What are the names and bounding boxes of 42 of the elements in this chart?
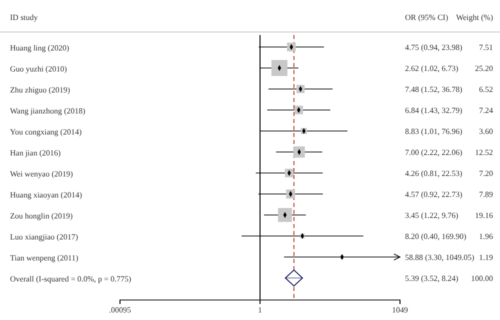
y-tick-label: Huang ling (2020): [10, 44, 70, 52]
text: 6.84 (1.43, 32.79): [405, 106, 463, 115]
text: 7.00 (2.22, 22.06): [405, 148, 463, 157]
text: 7.48 (1.52, 36.78): [405, 85, 463, 94]
x-tick-label: 1049: [392, 306, 408, 315]
text: Weight (%): [456, 13, 494, 22]
text: 7.24: [479, 106, 493, 115]
y-tick-label: Guo yuzhi (2010): [10, 64, 68, 74]
text: 2.62 (1.02, 6.73): [405, 64, 459, 73]
text: OR (95% CI): [405, 13, 448, 22]
y-tick-label: Tian wenpeng (2011): [10, 254, 79, 262]
y-tick-label: You congxiang (2014): [10, 128, 82, 136]
text: 4.75 (0.94, 23.98): [405, 43, 463, 52]
text: 100.00: [471, 274, 493, 283]
text: 5.39 (3.52, 8.24): [405, 274, 459, 283]
text: 8.20 (0.40, 169.90): [405, 232, 467, 241]
y-tick-label: Huang xiaoyan (2014): [10, 190, 82, 200]
text: 25.20: [475, 64, 493, 73]
text: 4.57 (0.92, 22.73): [405, 190, 463, 199]
x-tick-label: .00095: [109, 306, 131, 315]
y-tick-label: Han jian (2016): [10, 148, 61, 158]
text: 7.51: [479, 43, 493, 52]
text: 3.45 (1.22, 9.76): [405, 211, 459, 220]
text: 7.20: [479, 169, 493, 178]
text: 1.96: [479, 232, 493, 241]
text: 7.89: [479, 190, 493, 199]
text: 58.88 (3.30, 1049.05): [405, 253, 475, 262]
y-tick-label: Zhu zhiguo (2019): [10, 86, 70, 94]
text: 8.83 (1.01, 76.96): [405, 127, 463, 136]
y-tick-label: Wei wenyao (2019): [10, 170, 74, 178]
y-tick-label: Overall (I-squared = 0.0%, p = 0.775): [10, 274, 132, 284]
x-tick-label: 1: [258, 306, 262, 315]
y-tick-label: Wang jianzhong (2018): [10, 106, 86, 116]
text: 1.19: [479, 253, 493, 262]
text: 4.26 (0.81, 22.53): [405, 169, 463, 178]
text: 6.52: [479, 85, 493, 94]
text: 19.16: [475, 211, 493, 220]
text: 3.60: [479, 127, 493, 136]
y-tick-label: Zou honglin (2019): [10, 212, 73, 220]
text: ID study: [10, 13, 38, 22]
text: 12.52: [475, 148, 493, 157]
y-tick-label: Luo xiangjiao (2017): [10, 232, 78, 242]
